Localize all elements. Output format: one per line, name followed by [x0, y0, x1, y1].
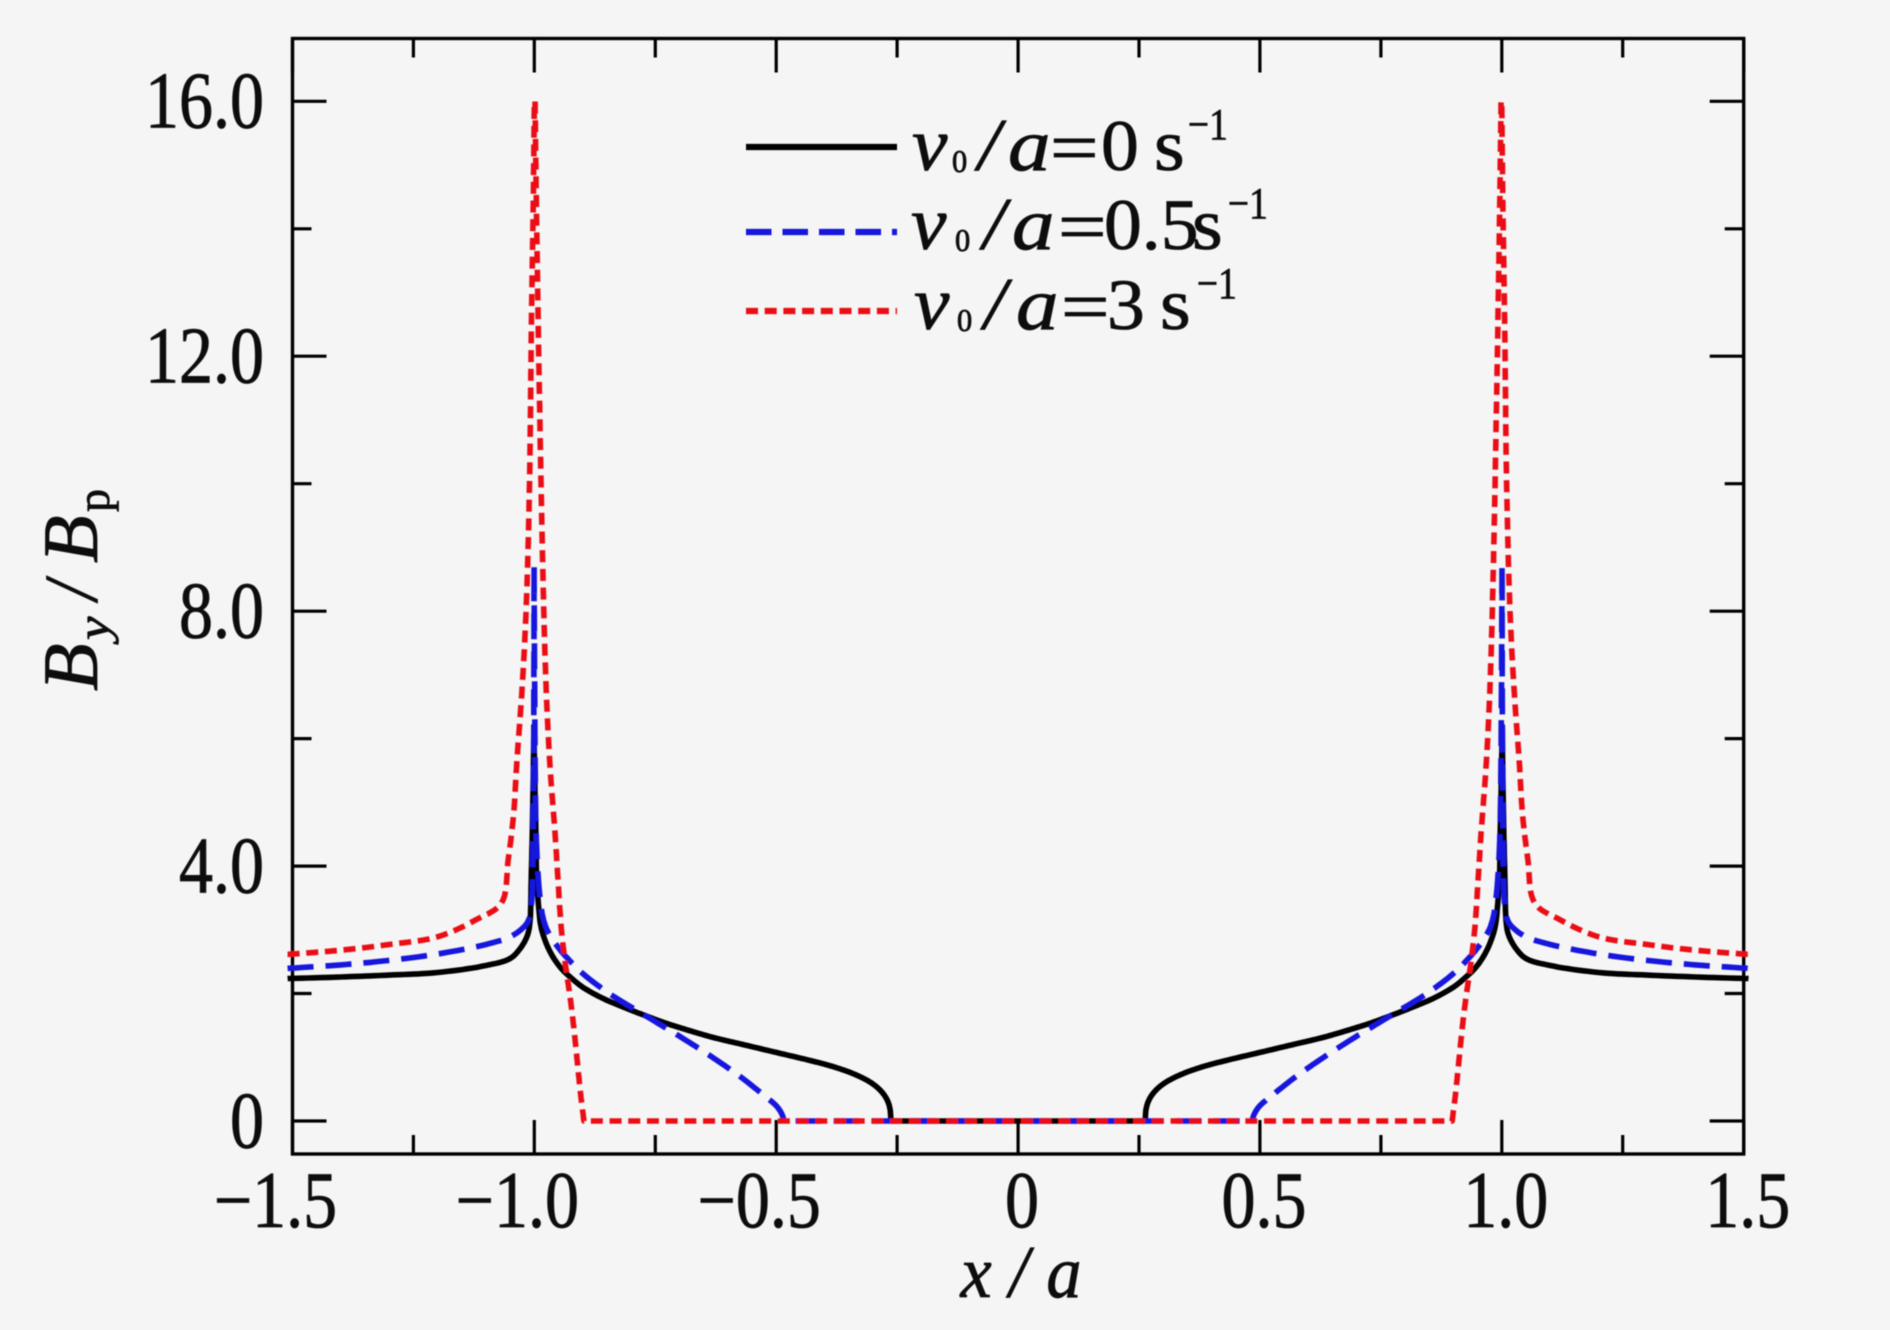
svg-text:0: 0: [957, 302, 972, 338]
svg-text:a: a: [1008, 105, 1051, 187]
svg-text:3: 3: [1107, 265, 1145, 345]
svg-text:s: s: [1160, 265, 1191, 346]
svg-text:v: v: [911, 182, 947, 266]
svg-text:−1: −1: [1228, 179, 1268, 227]
svg-text:0: 0: [955, 222, 970, 258]
svg-text:12.0: 12.0: [145, 312, 264, 400]
svg-text:a: a: [1016, 264, 1059, 346]
svg-text:=: =: [1058, 187, 1107, 267]
svg-text:−1.5: −1.5: [214, 1157, 337, 1245]
svg-text:=: =: [1050, 108, 1099, 188]
svg-text:0: 0: [230, 1077, 264, 1165]
svg-text:−0.5: −0.5: [698, 1157, 821, 1245]
svg-text:B: B: [27, 515, 114, 563]
svg-text:0.5: 0.5: [1104, 185, 1198, 265]
svg-text:B: B: [27, 643, 114, 691]
svg-text:a: a: [1012, 184, 1055, 266]
svg-text:p: p: [68, 489, 119, 512]
svg-text:0.5: 0.5: [1222, 1157, 1307, 1245]
svg-text:1.5: 1.5: [1705, 1157, 1790, 1245]
svg-text:y: y: [68, 615, 119, 645]
svg-text:16.0: 16.0: [145, 57, 264, 145]
svg-text:0: 0: [952, 143, 967, 179]
svg-text:0: 0: [1101, 106, 1139, 186]
svg-text:v: v: [912, 103, 948, 187]
svg-text:−1: −1: [1188, 100, 1228, 148]
svg-text:v: v: [914, 262, 950, 346]
svg-text:8.0: 8.0: [179, 567, 264, 655]
svg-text:4.0: 4.0: [179, 822, 264, 910]
svg-text:−1.0: −1.0: [456, 1157, 579, 1245]
svg-text:1.0: 1.0: [1463, 1157, 1548, 1245]
svg-text:s: s: [1192, 185, 1223, 266]
svg-text:0: 0: [1005, 1157, 1039, 1245]
svg-text:x / a: x / a: [960, 1231, 1082, 1313]
svg-text:−1: −1: [1197, 259, 1237, 307]
svg-text:=: =: [1061, 267, 1110, 347]
svg-text:s: s: [1154, 106, 1185, 187]
